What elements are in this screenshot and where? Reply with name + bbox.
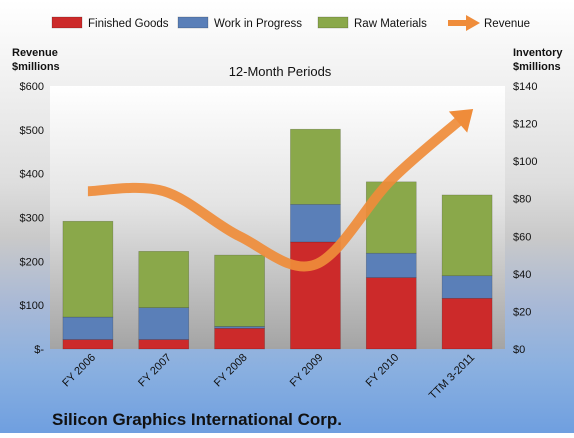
bar-finished-goods-fy-2008 [214, 328, 265, 350]
legend-swatch-raw-materials [317, 16, 349, 29]
left-tick-label: $200 [20, 256, 44, 268]
revenue-arrowhead [448, 108, 474, 133]
bar-raw-materials-fy-2008 [214, 254, 265, 327]
right-tick-label: $140 [513, 81, 537, 93]
left-tick-label: $500 [20, 125, 44, 137]
right-tick-label: $100 [513, 156, 537, 168]
legend-swatch-finished-goods [51, 16, 83, 29]
legend-label-raw-materials: Raw Materials [354, 18, 427, 30]
right-axis-title-line1: Inventory [513, 47, 563, 59]
bar-work-in-progress-fy-2009 [290, 204, 341, 243]
company-name: Silicon Graphics International Corp. [52, 410, 342, 429]
right-tick-label: $40 [513, 269, 531, 281]
bar-raw-materials-fy-2009 [290, 128, 341, 205]
left-tick-label: $300 [20, 213, 44, 225]
right-tick-label: $60 [513, 231, 531, 243]
right-axis-ticks: $0 $20 $40 $60 $80 $100 $120 $140 [513, 81, 537, 356]
legend-swatch-revenue-arrow [466, 15, 480, 31]
right-tick-label: $0 [513, 344, 525, 356]
right-tick-label: $80 [513, 194, 531, 206]
revenue-line-group [87, 108, 474, 272]
left-tick-label: $- [34, 344, 44, 356]
left-axis-title-line2: $millions [12, 61, 60, 73]
legend: Finished Goods Work in Progress Raw Materi… [51, 15, 530, 31]
left-axis-title-line1: Revenue [12, 47, 58, 59]
legend-label-finished-goods: Finished Goods [88, 18, 169, 30]
bar-raw-materials-fy-2006 [62, 220, 114, 318]
bar-finished-goods-fy-2007 [138, 339, 190, 350]
chart-title: 12-Month Periods [229, 64, 332, 79]
plot-area [50, 86, 505, 349]
bar-work-in-progress-fy-2007 [138, 307, 190, 340]
left-axis-ticks: $- $100 $200 $300 $400 $500 $600 [20, 81, 45, 356]
bar-finished-goods-fy-2006 [62, 339, 114, 350]
left-tick-label: $100 [20, 300, 44, 312]
legend-label-revenue: Revenue [484, 18, 530, 30]
legend-swatch-work-in-progress [177, 16, 209, 29]
bar-finished-goods-ttm-3-2011 [441, 297, 493, 350]
inventory-bars [62, 128, 493, 350]
right-axis-title-line2: $millions [513, 61, 561, 73]
bar-work-in-progress-fy-2010 [365, 252, 417, 278]
legend-label-work-in-progress: Work in Progress [214, 18, 302, 30]
bar-raw-materials-fy-2007 [138, 251, 190, 308]
bar-work-in-progress-ttm-3-2011 [441, 275, 493, 299]
right-tick-label: $120 [513, 119, 537, 131]
left-tick-label: $400 [20, 169, 44, 181]
bar-finished-goods-fy-2010 [365, 277, 417, 350]
bar-raw-materials-ttm-3-2011 [441, 194, 493, 277]
left-tick-label: $600 [20, 81, 44, 93]
bar-work-in-progress-fy-2006 [62, 316, 114, 340]
right-tick-label: $20 [513, 306, 531, 318]
revenue-line [87, 110, 471, 272]
